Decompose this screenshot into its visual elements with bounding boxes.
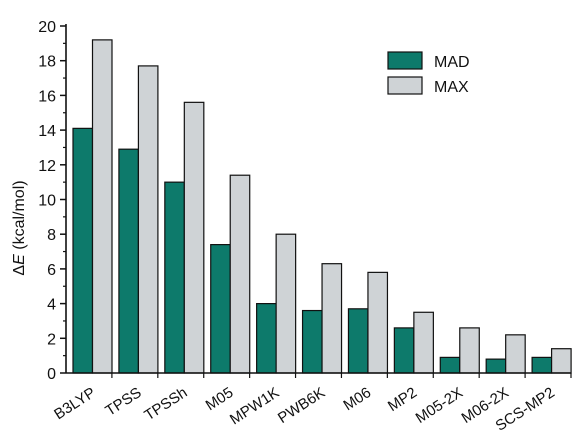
bar-mad <box>485 358 507 374</box>
category-label: MPW1K <box>227 384 282 428</box>
legend-label-max: MAX <box>434 79 469 96</box>
y-tick-label: 10 <box>38 193 56 210</box>
category-label: TPSSh <box>141 384 190 424</box>
legend-label-mad: MAD <box>434 54 470 71</box>
bar-max <box>367 271 389 374</box>
bar-mad <box>164 181 185 374</box>
category-label: M06 <box>340 384 374 414</box>
category-label: PWB6K <box>275 384 328 427</box>
y-tick-label: 12 <box>38 158 56 175</box>
legend-swatch-max <box>387 76 423 95</box>
bar-mad <box>531 356 553 374</box>
bar-mad <box>393 327 415 374</box>
y-tick-label: 16 <box>38 88 56 105</box>
y-tick-label: 18 <box>38 54 56 71</box>
y-tick-label: 14 <box>38 123 56 140</box>
y-tick-label: 6 <box>47 262 56 279</box>
y-axis-title-suffix: (kcal/mol) <box>11 180 28 254</box>
bar-max <box>183 101 205 374</box>
bar-mad <box>118 148 140 374</box>
category-label: M05 <box>203 384 237 414</box>
bar-mad <box>256 303 277 374</box>
y-axis-title-italic: E <box>11 254 28 265</box>
legend: MAD MAX <box>387 51 470 96</box>
y-tick-label: 0 <box>47 366 56 383</box>
bar-mad <box>347 308 369 374</box>
y-tick-label: 20 <box>38 19 56 36</box>
bar-max <box>321 263 343 374</box>
bar-max <box>137 65 159 374</box>
bar-max <box>91 39 113 374</box>
bar-max <box>550 348 572 374</box>
bar-mad <box>72 127 94 374</box>
bar-max <box>459 327 480 374</box>
category-label: TPSS <box>102 384 144 420</box>
category-label: M05-2X <box>413 384 466 427</box>
y-tick-label: 4 <box>47 297 56 314</box>
bar-max <box>505 334 526 374</box>
bar-max <box>229 174 251 374</box>
y-axis-title-prefix: Δ <box>11 265 28 276</box>
bar-max <box>275 233 297 374</box>
bar-mad <box>439 356 461 374</box>
y-tick-label: 2 <box>47 331 56 348</box>
category-label: B3LYP <box>51 384 98 423</box>
legend-swatch-mad <box>387 51 423 70</box>
bar-mad <box>301 309 323 374</box>
y-axis-title: ΔE (kcal/mol) <box>11 180 28 275</box>
bar-max <box>413 311 434 374</box>
y-tick-label: 8 <box>47 227 56 244</box>
bar-mad <box>210 244 231 374</box>
